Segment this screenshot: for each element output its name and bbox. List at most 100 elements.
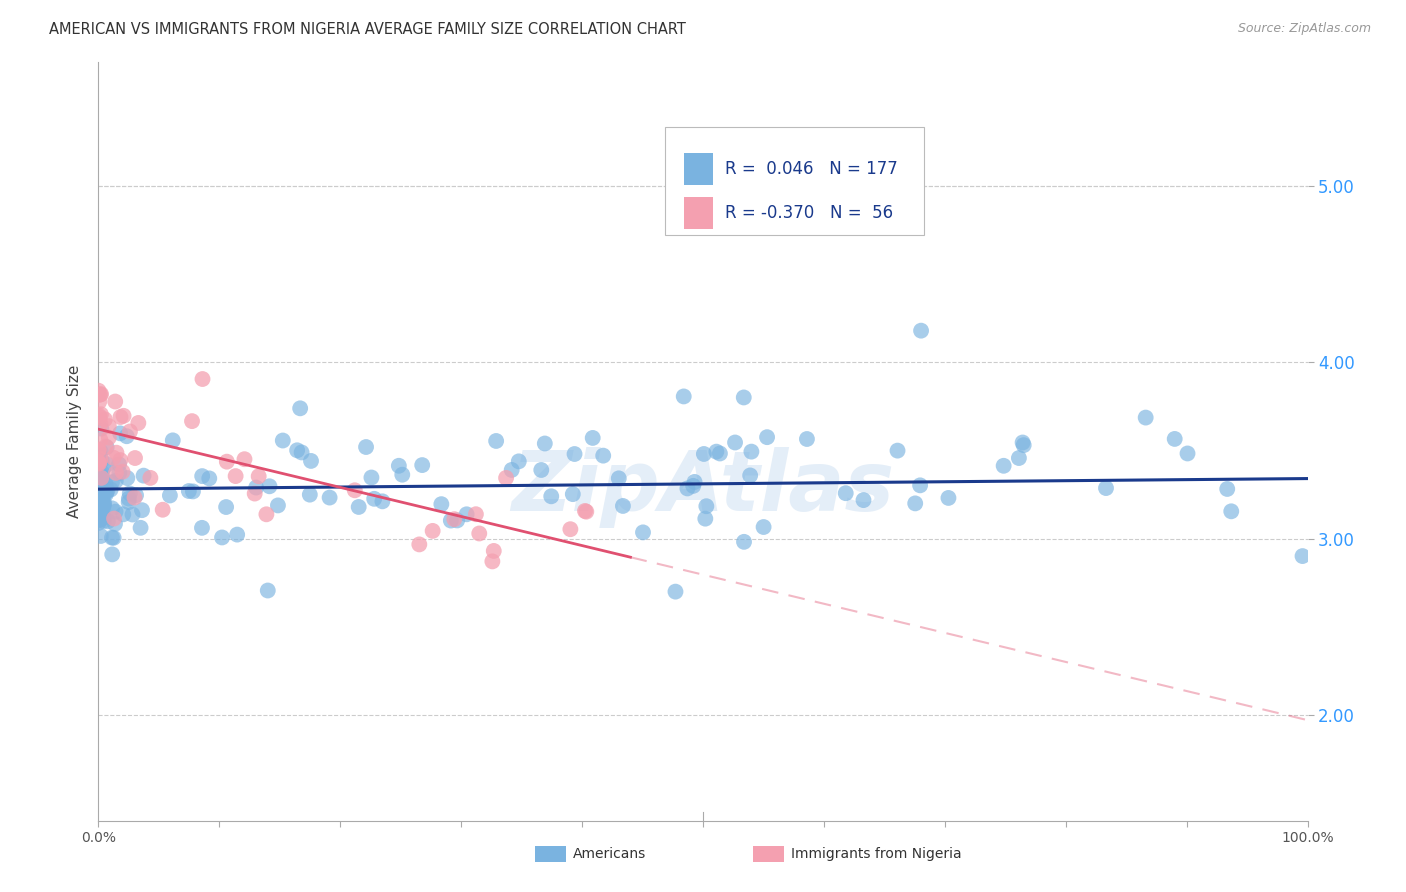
- Point: [104, 516, 127, 531]
- Point: [87, 494, 110, 508]
- Point: [740, 444, 762, 458]
- Point: [124, 491, 146, 505]
- Point: [94, 412, 117, 426]
- Point: [104, 474, 127, 488]
- Point: [91, 481, 114, 495]
- Point: [910, 324, 932, 338]
- Point: [93, 496, 115, 510]
- Point: [90, 494, 112, 508]
- Point: [1163, 432, 1185, 446]
- Point: [90, 499, 112, 513]
- Point: [87, 456, 110, 470]
- Point: [1177, 446, 1199, 460]
- Point: [87, 444, 110, 458]
- Point: [87, 512, 110, 526]
- Point: [89, 480, 111, 494]
- Point: [89, 452, 111, 467]
- Point: [90, 506, 112, 520]
- Point: [87, 488, 110, 502]
- Point: [631, 525, 654, 540]
- Point: [90, 444, 112, 458]
- Point: [430, 497, 453, 511]
- Point: [100, 483, 122, 497]
- Point: [90, 466, 112, 480]
- Point: [87, 477, 110, 491]
- Point: [89, 479, 111, 493]
- Point: [159, 488, 181, 502]
- Point: [91, 469, 114, 483]
- Point: [90, 387, 112, 401]
- Point: [87, 452, 110, 467]
- Point: [90, 500, 112, 515]
- Point: [191, 521, 214, 535]
- Point: [90, 407, 112, 421]
- Text: Americans: Americans: [574, 847, 647, 861]
- Point: [706, 444, 728, 458]
- Point: [129, 521, 152, 535]
- Point: [443, 512, 465, 526]
- Point: [1216, 482, 1239, 496]
- Point: [112, 508, 135, 522]
- Point: [233, 452, 256, 467]
- Point: [756, 430, 779, 444]
- Point: [456, 508, 478, 522]
- Point: [575, 505, 598, 519]
- Point: [121, 508, 143, 522]
- Point: [87, 455, 110, 469]
- Point: [271, 434, 294, 448]
- Point: [90, 486, 112, 500]
- Point: [87, 409, 110, 423]
- Point: [495, 471, 517, 485]
- Point: [87, 469, 110, 483]
- Point: [796, 432, 818, 446]
- Point: [90, 483, 112, 498]
- Point: [94, 440, 117, 454]
- Point: [90, 471, 112, 485]
- Point: [299, 454, 322, 468]
- Point: [938, 491, 960, 505]
- Point: [422, 524, 444, 538]
- Point: [93, 485, 115, 500]
- Point: [110, 410, 132, 425]
- Point: [108, 458, 131, 472]
- Point: [89, 447, 111, 461]
- Point: [97, 419, 120, 434]
- Point: [464, 507, 486, 521]
- Point: [482, 544, 505, 558]
- Point: [676, 482, 699, 496]
- Point: [89, 477, 111, 491]
- Point: [118, 491, 141, 506]
- Point: [561, 487, 583, 501]
- Point: [89, 473, 111, 487]
- Point: [96, 484, 118, 499]
- Point: [481, 554, 503, 568]
- Point: [94, 477, 117, 491]
- Point: [612, 499, 634, 513]
- Point: [89, 387, 111, 401]
- Point: [501, 463, 523, 477]
- Point: [87, 489, 110, 503]
- Point: [87, 442, 110, 457]
- Point: [533, 436, 555, 450]
- Point: [127, 416, 149, 430]
- Point: [993, 458, 1015, 473]
- Point: [1008, 450, 1031, 465]
- Point: [94, 487, 117, 501]
- Point: [852, 493, 875, 508]
- Point: [485, 434, 508, 448]
- Point: [89, 483, 111, 497]
- Point: [93, 461, 115, 475]
- Point: [733, 391, 755, 405]
- Point: [226, 527, 249, 541]
- Point: [87, 462, 110, 476]
- Point: [90, 479, 112, 493]
- Point: [90, 453, 112, 467]
- Text: AMERICAN VS IMMIGRANTS FROM NIGERIA AVERAGE FAMILY SIZE CORRELATION CHART: AMERICAN VS IMMIGRANTS FROM NIGERIA AVER…: [49, 22, 686, 37]
- Point: [93, 510, 115, 524]
- Point: [664, 584, 686, 599]
- Point: [118, 486, 141, 500]
- Point: [87, 384, 110, 398]
- Point: [508, 454, 530, 468]
- Text: R = -0.370   N =  56: R = -0.370 N = 56: [725, 203, 894, 222]
- Point: [211, 531, 233, 545]
